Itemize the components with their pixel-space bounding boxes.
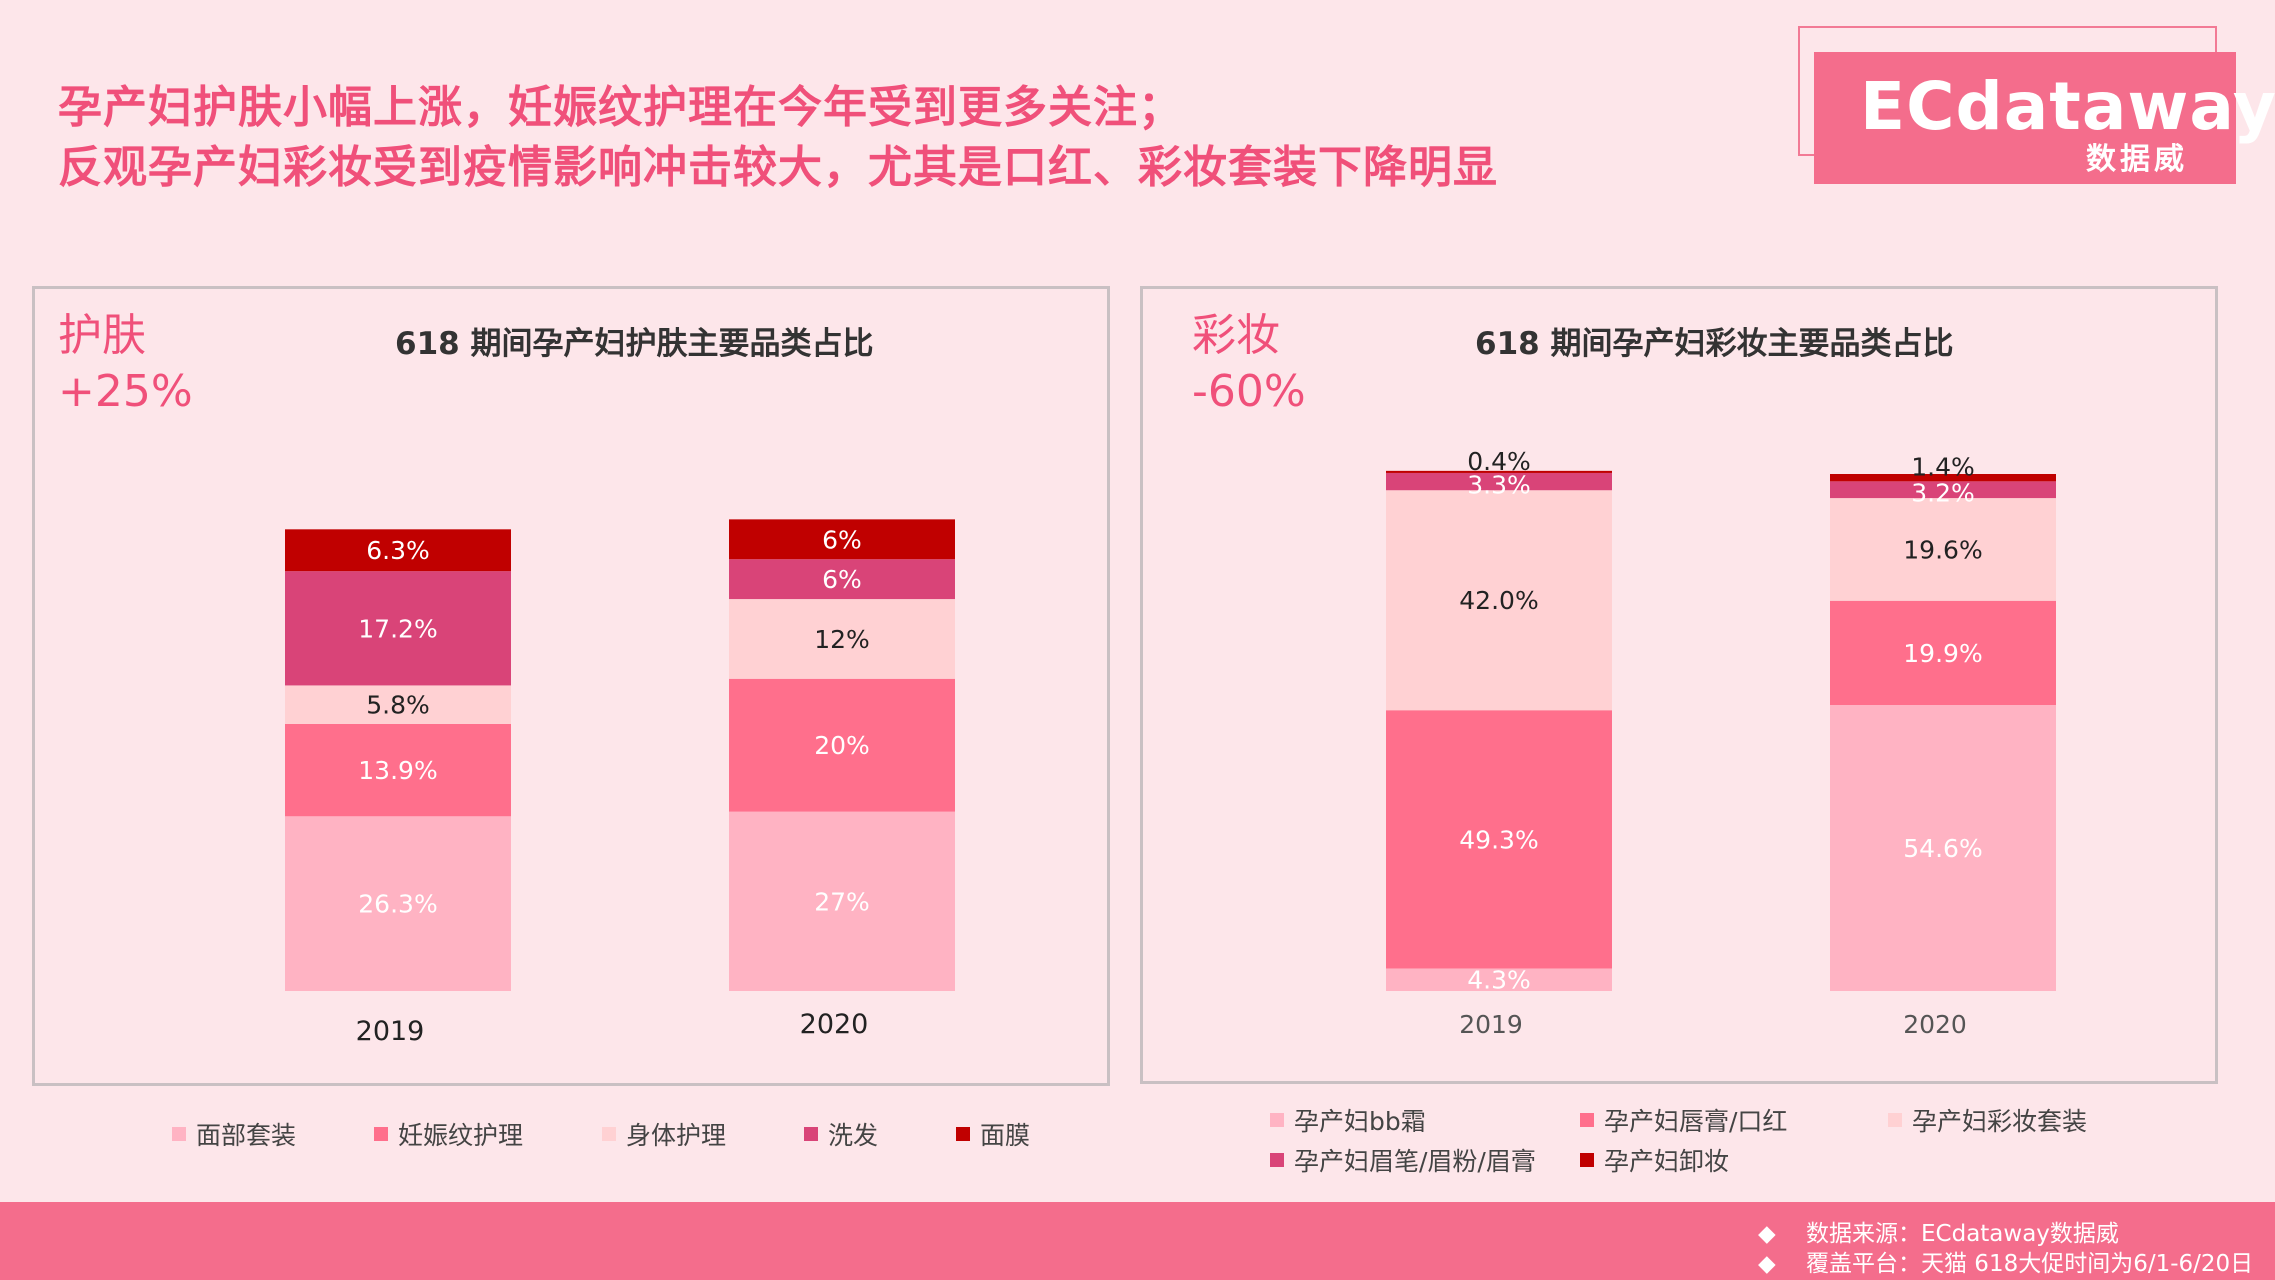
legend-swatch [804, 1127, 818, 1141]
legend-swatch [1580, 1153, 1594, 1167]
footer-source: ◆ 数据来源：ECdataway数据威 [1758, 1214, 2119, 1248]
logo-brand: ECdataway [1860, 68, 2275, 145]
headline-line-1: 孕产妇护肤小幅上涨，妊娠纹护理在今年受到更多关注； [58, 82, 1183, 133]
bar-segment [1830, 474, 2056, 482]
legend-label: 面膜 [980, 1121, 1031, 1150]
category-label: 2019 [1459, 1010, 1523, 1039]
data-label: 4.3% [1467, 966, 1531, 995]
data-label: 5.8% [366, 691, 430, 720]
legend-label: 孕产妇bb霜 [1294, 1107, 1426, 1136]
data-label: 0.4% [1467, 447, 1531, 476]
data-label: 49.3% [1459, 825, 1538, 854]
data-label: 12% [814, 625, 870, 654]
legend-label: 孕产妇眉笔/眉粉/眉膏 [1294, 1147, 1536, 1176]
legend-label: 洗发 [828, 1121, 879, 1150]
makeup-change: -60% [1192, 366, 1306, 417]
data-label: 26.3% [358, 890, 437, 919]
legend-label: 妊娠纹护理 [398, 1121, 524, 1150]
legend-swatch [1270, 1153, 1284, 1167]
legend-label: 面部套装 [196, 1121, 297, 1150]
legend-item: 身体护理 [602, 1116, 726, 1152]
legend-item: 孕产妇卸妆 [1580, 1142, 1729, 1178]
footer-source-text: 数据来源：ECdataway数据威 [1806, 1221, 2119, 1247]
bar-segment [729, 811, 955, 991]
data-label: 6% [822, 565, 862, 594]
legend-swatch [1888, 1113, 1902, 1127]
category-label: 2020 [1903, 1010, 1967, 1039]
bar-segment [1830, 498, 2056, 601]
bar-segment [285, 723, 511, 817]
bar-segment [1386, 472, 1612, 491]
legend-swatch [1580, 1113, 1594, 1127]
data-label: 20% [814, 731, 870, 760]
bar-segment [285, 529, 511, 572]
bar-segment [729, 599, 955, 679]
bar-segment [729, 519, 955, 560]
legend-item: 洗发 [804, 1116, 878, 1152]
category-label: 2020 [800, 1009, 869, 1040]
data-label: 54.6% [1903, 834, 1982, 863]
skincare-change: +25% [58, 366, 193, 417]
legend-swatch [956, 1127, 970, 1141]
bar-segment [1830, 481, 2056, 499]
headline: 孕产妇护肤小幅上涨，妊娠纹护理在今年受到更多关注； 反观孕产妇彩妆受到疫情影响冲… [58, 78, 1498, 198]
bullet-icon: ◆ [1758, 1221, 1776, 1247]
data-label: 3.3% [1467, 471, 1531, 500]
bar-segment [285, 685, 511, 724]
bar-segment [1830, 705, 2056, 991]
bullet-icon: ◆ [1758, 1251, 1776, 1277]
logo-sub: 数据威 [2086, 142, 2188, 177]
skincare-label-block: 护肤 +25% [58, 308, 193, 420]
skincare-label: 护肤 [58, 310, 146, 361]
legend-swatch [172, 1127, 186, 1141]
makeup-chart-title: 618 期间孕产妇彩妆主要品类占比 [1475, 326, 1954, 362]
footer-bar: ◆ 数据来源：ECdataway数据威 ◆ 覆盖平台：天猫 618大促时间为6/1-… [0, 1202, 2275, 1280]
legend-item: 面膜 [956, 1116, 1030, 1152]
legend-item: 妊娠纹护理 [374, 1116, 523, 1152]
logo: ECdataway 数据威 [1814, 52, 2275, 184]
bar-segment [729, 559, 955, 600]
legend-label: 孕产妇卸妆 [1604, 1147, 1730, 1176]
legend-item: 孕产妇唇膏/口红 [1580, 1102, 1787, 1138]
category-label: 2019 [356, 1016, 425, 1047]
legend-item: 孕产妇彩妆套装 [1888, 1102, 2087, 1138]
bar-segment [1386, 490, 1612, 711]
data-label: 17.2% [358, 614, 437, 643]
bar-segment [1830, 600, 2056, 705]
legend-label: 孕产妇彩妆套装 [1912, 1107, 2088, 1136]
data-label: 13.9% [358, 756, 437, 785]
legend-item: 孕产妇眉笔/眉粉/眉膏 [1270, 1142, 1536, 1178]
data-label: 19.9% [1903, 639, 1982, 668]
legend-label: 身体护理 [626, 1121, 727, 1150]
footer-platform: ◆ 覆盖平台：天猫 618大促时间为6/1-6/20日 [1758, 1244, 2253, 1278]
bar-segment [1386, 710, 1612, 969]
makeup-label-block: 彩妆 -60% [1192, 308, 1306, 420]
legend-item: 孕产妇bb霜 [1270, 1102, 1426, 1138]
data-label: 19.6% [1903, 535, 1982, 564]
data-label: 6.3% [366, 536, 430, 565]
legend-label: 孕产妇唇膏/口红 [1604, 1107, 1788, 1136]
data-label: 3.2% [1911, 479, 1975, 508]
legend-swatch [602, 1127, 616, 1141]
legend-swatch [1270, 1113, 1284, 1127]
legend-swatch [374, 1127, 388, 1141]
bar-segment [1386, 968, 1612, 991]
bar-segment [285, 816, 511, 991]
legend-item: 面部套装 [172, 1116, 296, 1152]
data-label: 27% [814, 887, 870, 916]
skincare-chart-title: 618 期间孕产妇护肤主要品类占比 [395, 326, 874, 362]
bar-segment [1386, 470, 1612, 473]
bar-segment [729, 678, 955, 812]
bar-segment [285, 571, 511, 686]
headline-line-2: 反观孕产妇彩妆受到疫情影响冲击较大，尤其是口红、彩妆套装下降明显 [58, 142, 1498, 193]
footer-platform-text: 覆盖平台：天猫 618大促时间为6/1-6/20日 [1806, 1251, 2254, 1277]
data-label: 1.4% [1911, 453, 1975, 482]
data-label: 6% [822, 525, 862, 554]
data-label: 42.0% [1459, 586, 1538, 615]
makeup-label: 彩妆 [1192, 310, 1280, 361]
